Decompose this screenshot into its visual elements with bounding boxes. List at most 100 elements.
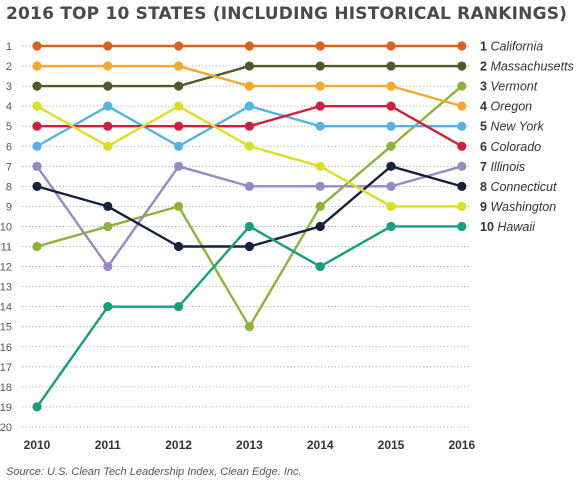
- series-line: [36, 165, 463, 268]
- data-point: [457, 81, 467, 91]
- data-point: [103, 41, 113, 51]
- data-point: [244, 61, 254, 71]
- data-point: [244, 322, 254, 332]
- data-point: [386, 201, 396, 211]
- y-tick-label: 4: [6, 101, 12, 113]
- x-tick-label: 2016: [448, 438, 475, 452]
- y-tick-label: 14: [0, 302, 12, 314]
- data-point: [103, 101, 113, 111]
- data-point: [244, 181, 254, 191]
- y-tick-label: 13: [0, 282, 12, 294]
- data-point: [386, 141, 396, 151]
- data-point: [457, 121, 467, 131]
- legend-label: 1 California: [480, 40, 543, 54]
- chart-title: 2016 TOP 10 STATES (INCLUDING HISTORICAL…: [6, 4, 568, 24]
- data-point: [103, 121, 113, 131]
- legend-label: 6 Colorado: [480, 140, 541, 154]
- y-tick-label: 19: [0, 402, 12, 414]
- data-point: [244, 101, 254, 111]
- y-tick-label: 16: [0, 342, 12, 354]
- y-tick-label: 2: [6, 61, 12, 73]
- data-point: [244, 81, 254, 91]
- data-point: [174, 241, 184, 252]
- data-point: [386, 161, 396, 171]
- data-point: [244, 41, 254, 51]
- data-point: [32, 161, 42, 171]
- data-point: [315, 101, 325, 111]
- data-point: [386, 181, 396, 191]
- y-tick-label: 12: [0, 262, 12, 274]
- data-point: [315, 161, 325, 171]
- data-point: [103, 221, 113, 232]
- y-tick-label: 8: [6, 181, 12, 193]
- data-point: [457, 41, 467, 51]
- data-point: [315, 201, 325, 211]
- data-point: [244, 221, 254, 232]
- data-point: [386, 101, 396, 111]
- data-point: [32, 81, 42, 91]
- data-point: [32, 181, 42, 191]
- data-point: [174, 41, 184, 51]
- data-point: [32, 121, 42, 131]
- data-point: [386, 121, 396, 131]
- data-point: [32, 101, 42, 111]
- x-tick-label: 2010: [24, 438, 51, 452]
- data-point: [457, 181, 467, 191]
- legend-label: 2 Massachusetts: [480, 60, 574, 74]
- data-point: [174, 201, 184, 211]
- legend-label: 3 Vermont: [480, 80, 538, 94]
- data-point: [457, 201, 467, 211]
- y-tick-label: 7: [6, 161, 12, 173]
- source-note: Source: U.S. Clean Tech Leadership Index…: [6, 466, 302, 478]
- data-point: [103, 302, 113, 312]
- data-point: [32, 61, 42, 71]
- data-point: [315, 261, 325, 272]
- data-point: [174, 101, 184, 111]
- data-point: [244, 121, 254, 131]
- legend-label: 9 Washington: [480, 200, 556, 214]
- y-tick-label: 15: [0, 322, 12, 334]
- series-line: [36, 225, 462, 408]
- data-point: [244, 141, 254, 151]
- data-point: [386, 41, 396, 51]
- legend-label: 7 Illinois: [480, 160, 525, 174]
- x-tick-label: 2013: [236, 438, 263, 452]
- data-point: [457, 221, 467, 232]
- data-point: [315, 121, 325, 131]
- data-point: [32, 241, 42, 252]
- data-point: [315, 181, 325, 191]
- legend-label: 10 Hawaii: [480, 220, 536, 234]
- y-tick-label: 9: [6, 201, 12, 213]
- series-line: [36, 104, 462, 208]
- y-tick-label: 11: [1, 242, 12, 254]
- data-point: [174, 161, 184, 171]
- data-point: [103, 201, 113, 211]
- data-point: [315, 81, 325, 91]
- legend-label: 4 Oregon: [480, 100, 532, 114]
- data-point: [174, 61, 184, 71]
- data-point: [103, 61, 113, 71]
- x-tick-label: 2014: [307, 438, 334, 452]
- x-tick-label: 2012: [165, 438, 192, 452]
- data-point: [457, 161, 467, 171]
- y-tick-label: 17: [0, 362, 12, 374]
- data-point: [174, 141, 184, 151]
- data-point: [103, 81, 113, 91]
- y-tick-label: 18: [0, 382, 12, 394]
- data-point: [174, 81, 184, 91]
- data-point: [457, 141, 467, 151]
- data-point: [315, 41, 325, 51]
- data-point: [32, 41, 42, 51]
- data-point: [315, 221, 325, 232]
- data-point: [244, 241, 254, 252]
- y-tick-label: 5: [6, 121, 12, 133]
- data-point: [457, 61, 467, 71]
- y-tick-label: 1: [6, 41, 12, 53]
- data-point: [386, 81, 396, 91]
- x-tick-label: 2011: [95, 438, 121, 452]
- data-point: [386, 221, 396, 232]
- data-point: [457, 101, 467, 111]
- legend-label: 8 Connecticut: [480, 180, 557, 194]
- data-point: [32, 141, 42, 151]
